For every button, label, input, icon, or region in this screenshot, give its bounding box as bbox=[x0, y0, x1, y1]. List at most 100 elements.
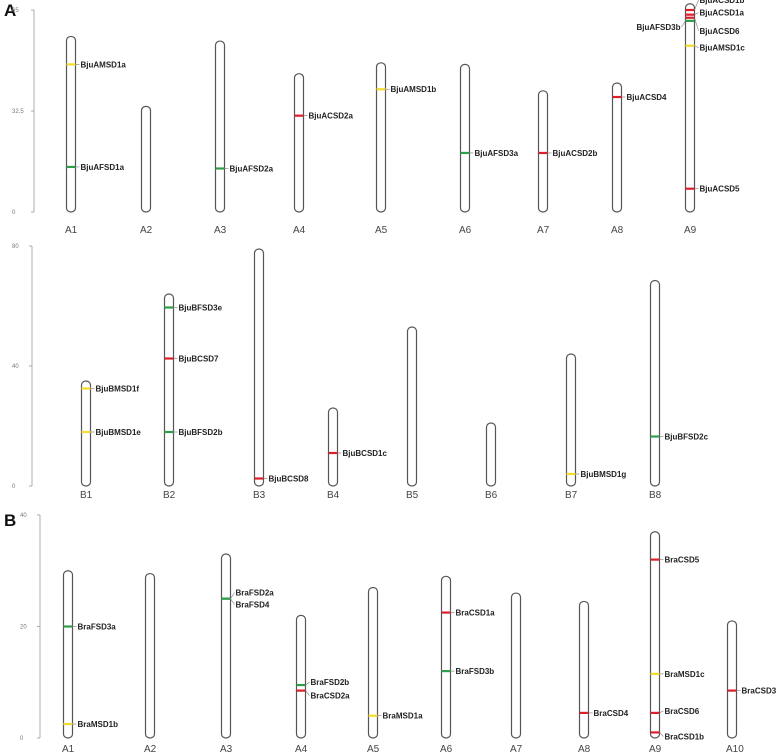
chromosome-a4 bbox=[293, 73, 305, 213]
chromosome-label: B1 bbox=[80, 490, 93, 501]
panel-letter-b: B bbox=[4, 511, 16, 530]
gene-label: BraMSD1b bbox=[78, 720, 119, 729]
chromosome-label: A8 bbox=[611, 225, 624, 236]
chromosome-label: B2 bbox=[163, 490, 176, 501]
gene-leader bbox=[659, 732, 664, 737]
chromosome-a1 bbox=[65, 35, 77, 213]
chromosome-a6 bbox=[459, 63, 471, 213]
gene-label: BjuBCSD8 bbox=[269, 475, 310, 484]
chromosome-a2 bbox=[144, 572, 156, 739]
gene-label: BraFSD2a bbox=[236, 589, 275, 598]
gene-label: BraFSD4 bbox=[236, 601, 270, 610]
gene-label: BjuACSD2a bbox=[309, 112, 354, 121]
chromosome-label: A4 bbox=[293, 225, 306, 236]
bju-b-genome-scale-tick-label: 40 bbox=[12, 364, 19, 370]
chromosome-label: A7 bbox=[510, 744, 523, 755]
chromosome-label: A2 bbox=[144, 744, 157, 755]
chromosome-label: A3 bbox=[220, 744, 233, 755]
chromosome-a7 bbox=[510, 592, 522, 739]
chromosome-label: B4 bbox=[327, 490, 340, 501]
gene-label: BjuBFSD3e bbox=[179, 304, 223, 313]
chromosome-a3 bbox=[214, 40, 226, 213]
chromosome-a5 bbox=[375, 62, 387, 213]
bju-b-genome-scale-tick-label: 0 bbox=[12, 484, 16, 490]
chromosome-label: A6 bbox=[459, 225, 472, 236]
chromosome-label: A1 bbox=[62, 744, 75, 755]
gene-label: BjuBMSD1e bbox=[96, 428, 142, 437]
gene-label: BjuACSD2b bbox=[553, 149, 598, 158]
chromosome-b3 bbox=[253, 248, 265, 487]
chromosome-label: A3 bbox=[214, 225, 227, 236]
gene-leader bbox=[694, 0, 699, 11]
gene-label: BraCSD5 bbox=[665, 556, 700, 565]
gene-label: BjuBFSD2c bbox=[665, 433, 709, 442]
chromosome-label: B5 bbox=[406, 490, 419, 501]
chromosome-a6 bbox=[440, 575, 452, 739]
gene-leader bbox=[305, 681, 310, 686]
gene-label: BjuBCSD1c bbox=[343, 449, 388, 458]
gene-label: BraCSD6 bbox=[665, 707, 700, 716]
chromosome-label: A2 bbox=[140, 225, 153, 236]
bju-a-genome-scale-tick-label: 32.5 bbox=[12, 109, 24, 115]
gene-label: BraFSD3b bbox=[456, 667, 495, 676]
chromosome-b1 bbox=[80, 380, 92, 487]
gene-label: BraFSD2b bbox=[311, 678, 350, 687]
gene-label: BraMSD1a bbox=[383, 712, 424, 721]
bra-genome-scale-tick-label: 20 bbox=[20, 625, 27, 631]
gene-label: BjuACSD6 bbox=[700, 27, 741, 36]
chromosome-b6 bbox=[485, 422, 497, 487]
gene-label: BjuBMSD1g bbox=[581, 470, 627, 479]
chromosome-b4 bbox=[327, 407, 339, 487]
gene-label: BjuAFSD3b bbox=[637, 23, 681, 32]
chromosome-b8 bbox=[649, 279, 661, 487]
gene-leader bbox=[681, 20, 686, 28]
chromosome-label: A4 bbox=[295, 744, 308, 755]
chromosome-a9 bbox=[684, 3, 696, 213]
chromosome-label: A9 bbox=[684, 225, 697, 236]
gene-label: BraCSD1b bbox=[665, 732, 705, 741]
gene-label: BjuACSD1a bbox=[700, 9, 745, 18]
chromosome-label: A6 bbox=[440, 744, 453, 755]
gene-leader bbox=[694, 45, 699, 49]
gene-label: BjuAMSD1a bbox=[81, 60, 127, 69]
chromosome-b7 bbox=[565, 353, 577, 487]
gene-leader bbox=[694, 12, 699, 15]
chromosome-a1 bbox=[62, 570, 74, 739]
gene-leader bbox=[659, 710, 664, 714]
gene-label: BjuBCSD7 bbox=[179, 355, 220, 364]
chromosome-label: A10 bbox=[726, 744, 744, 755]
gene-label: BraFSD3a bbox=[78, 623, 117, 632]
chromosome-label: A5 bbox=[375, 225, 388, 236]
chromosome-a3 bbox=[220, 553, 232, 739]
bju-b-genome-scale-tick-label: 80 bbox=[12, 244, 19, 250]
panel-letter-a: A bbox=[4, 1, 16, 20]
chromosome-a2 bbox=[140, 105, 152, 213]
chromosome-a5 bbox=[367, 586, 379, 739]
chromosome-label: B8 bbox=[649, 490, 662, 501]
gene-label: BjuAFSD2a bbox=[230, 164, 274, 173]
gene-label: BjuACSD5 bbox=[700, 185, 741, 194]
gene-label: BraCSD2a bbox=[311, 692, 351, 701]
gene-label: BjuBFSD2b bbox=[179, 428, 223, 437]
chromosome-a7 bbox=[537, 90, 549, 213]
gene-leader bbox=[694, 17, 699, 31]
gene-label: BjuACSD4 bbox=[627, 93, 668, 102]
bra-genome-scale-tick-label: 40 bbox=[20, 513, 27, 519]
gene-leader bbox=[305, 690, 310, 696]
gene-label: BjuAMSD1c bbox=[700, 44, 746, 53]
chromosome-label: A8 bbox=[578, 744, 591, 755]
chromosome-label: A5 bbox=[367, 744, 380, 755]
gene-label: BraMSD1c bbox=[665, 670, 706, 679]
chromosome-a9 bbox=[649, 531, 661, 739]
gene-label: BjuAFSD1a bbox=[81, 163, 125, 172]
chromosome-label: A9 bbox=[649, 744, 662, 755]
bra-genome-scale-tick-label: 0 bbox=[20, 736, 24, 742]
chromosome-a4 bbox=[295, 614, 307, 739]
bju-a-genome-scale-tick-label: 65 bbox=[12, 8, 19, 14]
chromosome-b2 bbox=[163, 293, 175, 487]
chromosome-label: A1 bbox=[65, 225, 78, 236]
bju-a-genome-scale-tick-label: 0 bbox=[12, 210, 16, 216]
gene-label: BjuBMSD1f bbox=[96, 385, 140, 394]
chromosome-label: B7 bbox=[565, 490, 578, 501]
